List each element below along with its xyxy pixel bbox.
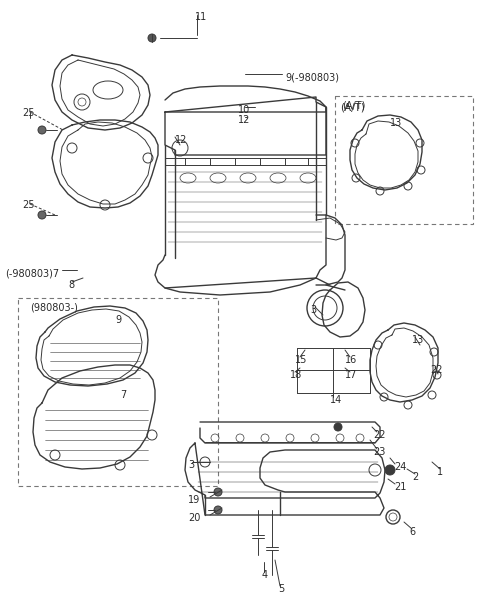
Text: 13: 13 (390, 118, 402, 128)
Text: 21: 21 (394, 482, 407, 492)
Text: 12: 12 (238, 115, 251, 125)
Bar (335, 96, 473, 224)
Text: 9(-980803): 9(-980803) (285, 72, 339, 82)
Text: 11: 11 (195, 12, 207, 22)
Text: 16: 16 (345, 355, 357, 365)
Text: 17: 17 (345, 370, 358, 380)
Text: 8: 8 (68, 280, 74, 290)
Text: 3: 3 (310, 305, 316, 315)
Text: 6: 6 (409, 527, 415, 537)
Text: 5: 5 (278, 584, 284, 594)
Text: (-980803)7: (-980803)7 (5, 268, 59, 278)
Text: 1: 1 (437, 467, 443, 477)
Text: 25: 25 (22, 108, 35, 118)
Circle shape (38, 126, 46, 134)
Text: 22: 22 (430, 365, 443, 375)
Text: 12: 12 (175, 135, 187, 145)
Circle shape (214, 506, 222, 514)
Text: (A/T): (A/T) (342, 100, 365, 110)
Text: 20: 20 (188, 513, 200, 523)
Text: 3: 3 (188, 460, 194, 470)
Text: 4: 4 (262, 570, 268, 580)
Circle shape (334, 423, 342, 431)
Text: (A/T): (A/T) (340, 102, 365, 112)
Text: 25: 25 (22, 200, 35, 210)
Text: 10: 10 (238, 105, 250, 115)
Text: 18: 18 (290, 370, 302, 380)
Bar (18, 298, 218, 486)
Text: 15: 15 (295, 355, 307, 365)
Text: 22: 22 (373, 430, 385, 440)
Text: 9: 9 (115, 315, 121, 325)
Text: 19: 19 (188, 495, 200, 505)
Text: 23: 23 (373, 447, 385, 457)
Text: 14: 14 (330, 395, 342, 405)
Circle shape (38, 211, 46, 219)
Text: 7: 7 (120, 390, 126, 400)
Text: 2: 2 (412, 472, 418, 482)
Text: 13: 13 (412, 335, 424, 345)
Text: (980803-): (980803-) (30, 302, 78, 312)
Text: 24: 24 (394, 462, 407, 472)
Circle shape (385, 465, 395, 475)
Circle shape (148, 34, 156, 42)
Circle shape (214, 488, 222, 496)
